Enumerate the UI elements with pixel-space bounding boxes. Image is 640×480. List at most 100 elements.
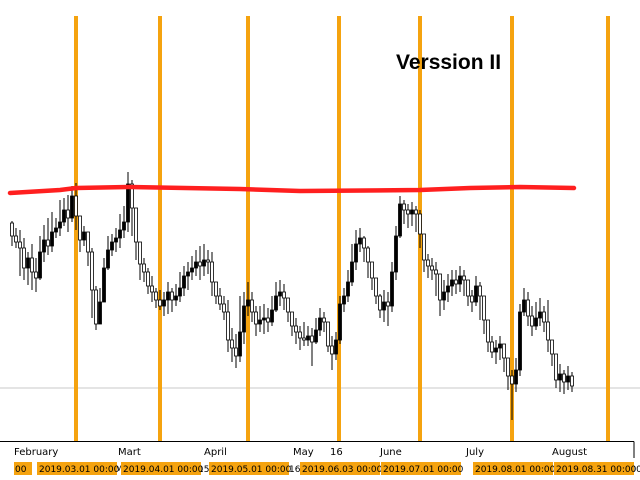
candle — [410, 202, 414, 226]
date-tag: 2019.03.01 00:00 — [37, 462, 120, 475]
date-tag: 2019.05.01 00:00 — [209, 462, 292, 475]
candle — [94, 286, 98, 330]
candle — [470, 290, 474, 312]
candle — [402, 200, 406, 224]
month-label: July — [465, 447, 484, 458]
candle — [118, 214, 122, 248]
candle — [334, 332, 338, 360]
candle — [258, 306, 262, 332]
candle — [326, 321, 330, 352]
candle — [162, 292, 166, 316]
candle — [166, 282, 170, 314]
candle — [230, 328, 234, 362]
candle — [538, 298, 542, 326]
candle — [310, 328, 314, 366]
date-tag-partial: 00 — [14, 462, 32, 475]
candle — [30, 244, 34, 290]
candle — [210, 252, 214, 296]
candle — [566, 366, 570, 390]
candle — [174, 284, 178, 306]
axis-time-fragment: 15 — [198, 465, 209, 475]
candle — [154, 288, 158, 308]
candle — [238, 296, 242, 362]
vertical-marker-line-2[interactable] — [246, 16, 250, 444]
candle — [362, 236, 366, 262]
candle — [82, 226, 86, 246]
date-tag: 2019.07.01 00:00 — [381, 462, 464, 475]
candle — [50, 212, 54, 252]
candle — [394, 226, 398, 280]
candle — [290, 311, 294, 336]
candle — [142, 258, 146, 282]
month-label: February — [14, 447, 58, 458]
candle — [190, 256, 194, 280]
candle — [182, 266, 186, 296]
candle — [46, 218, 50, 255]
time-axis: February Mart April May 16 June July August 00 M 1… — [0, 441, 640, 480]
candle — [426, 254, 430, 278]
candle — [66, 195, 70, 232]
candle — [346, 270, 350, 302]
candle — [542, 306, 546, 332]
candle — [222, 296, 226, 320]
candle — [202, 244, 206, 276]
axis-time-fragment: M — [115, 465, 123, 475]
vertical-marker-line-6[interactable] — [606, 16, 610, 444]
candle — [474, 276, 478, 306]
svg-text:2019.08.31 00:00: 2019.08.31 00:00 — [556, 465, 637, 475]
vertical-marker-line-1[interactable] — [158, 16, 162, 444]
date-tag: 2019.06.03 00:00 — [300, 462, 383, 475]
date-tag: 2019.04.01 00:00 — [121, 462, 204, 475]
candle — [266, 308, 270, 332]
candle — [138, 241, 142, 280]
candle — [18, 230, 22, 276]
candle — [98, 288, 102, 325]
candle — [302, 322, 306, 346]
candle — [398, 196, 402, 238]
candle — [478, 282, 482, 320]
candle — [130, 180, 134, 236]
candle — [126, 172, 130, 232]
candle — [34, 258, 38, 292]
date-tag: 2019.08.31 00:00 — [554, 462, 637, 475]
candle — [158, 290, 162, 310]
red-level-line[interactable] — [7, 184, 577, 196]
candle — [522, 288, 526, 316]
candle — [58, 200, 62, 236]
candle — [282, 284, 286, 310]
candle — [270, 296, 274, 326]
svg-text:2019.04.01 00:00: 2019.04.01 00:00 — [123, 465, 204, 475]
candle — [486, 319, 490, 352]
candlestick-series — [10, 172, 574, 420]
vertical-marker-line-5[interactable] — [510, 16, 514, 444]
month-label: Mart — [118, 447, 141, 458]
candle — [170, 288, 174, 312]
candle — [22, 238, 26, 280]
level-line[interactable] — [7, 184, 577, 196]
candle — [570, 372, 574, 392]
candle — [506, 357, 510, 390]
candle — [414, 206, 418, 232]
svg-text:2019.07.01 00:00: 2019.07.01 00:00 — [383, 465, 464, 475]
month-label: June — [379, 447, 402, 458]
candle — [322, 312, 326, 332]
candle — [446, 274, 450, 302]
vertical-period-lines[interactable] — [74, 16, 610, 444]
candle — [146, 268, 150, 294]
candle — [186, 262, 190, 290]
candle — [110, 234, 114, 256]
candle — [90, 248, 94, 318]
candle — [430, 258, 434, 280]
candle — [386, 292, 390, 326]
candle — [434, 262, 438, 296]
candle — [554, 353, 558, 388]
svg-text:2019.06.03 00:00: 2019.06.03 00:00 — [302, 465, 383, 475]
candle — [218, 288, 222, 310]
candle — [278, 280, 282, 306]
candle — [314, 318, 318, 344]
svg-text:2019.05.01 00:00: 2019.05.01 00:00 — [211, 465, 292, 475]
candle — [150, 276, 154, 302]
candle — [454, 270, 458, 294]
vertical-marker-line-3[interactable] — [337, 16, 341, 444]
